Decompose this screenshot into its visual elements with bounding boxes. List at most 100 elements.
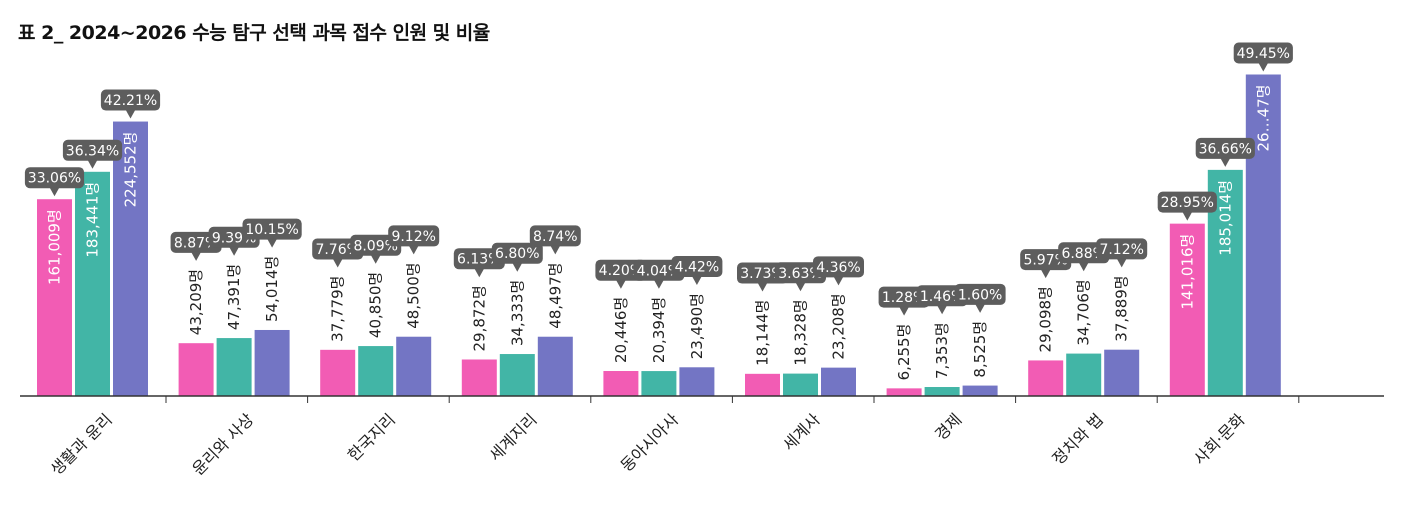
percent-bubble-pointer	[795, 282, 806, 292]
x-tick-label: 세계지리	[486, 410, 541, 465]
percent-bubble	[242, 218, 302, 240]
percent-bubble	[491, 242, 543, 264]
data-label: 20,394명	[650, 297, 668, 363]
percent-label: 6.88%	[1061, 246, 1105, 262]
bar	[499, 354, 535, 396]
data-label: 40,850명	[367, 272, 385, 338]
percent-bubble-pointer	[937, 305, 948, 315]
bar	[783, 373, 818, 396]
bar	[1066, 353, 1102, 396]
bar	[603, 371, 639, 396]
bar	[679, 367, 715, 396]
x-tick-label: 윤리와 사상	[188, 410, 257, 479]
bar	[37, 199, 72, 396]
data-label: 161,009명	[46, 209, 64, 285]
bars-layer	[37, 74, 1281, 397]
percent-bubble	[1233, 42, 1293, 64]
percent-bubble-pointer	[691, 275, 702, 285]
data-label: 18,328명	[792, 299, 810, 365]
percent-label: 7.76%	[315, 242, 359, 258]
bar	[886, 388, 922, 396]
percent-bubble-pointer	[550, 245, 561, 255]
x-tick-label: 경제	[931, 410, 965, 444]
bar	[178, 343, 214, 396]
percent-bubble-pointer	[757, 282, 768, 292]
data-label: 37,779명	[329, 276, 347, 342]
bar	[113, 121, 148, 397]
percent-label: 10.15%	[245, 222, 298, 238]
percent-label: 49.45%	[1237, 46, 1290, 62]
percent-label: 6.80%	[495, 246, 539, 262]
value-labels-layer: 161,009명 183,441명 224,552명 43,209명 47,391명 54…	[46, 84, 1273, 380]
percent-label: 8.09%	[353, 238, 397, 254]
percent-label: 7.12%	[1099, 242, 1143, 258]
percent-bubble-pointer	[87, 159, 98, 169]
percent-label: 4.42%	[675, 259, 719, 275]
data-label: 20,446명	[612, 297, 630, 363]
percent-bubble	[813, 256, 864, 278]
percent-label: 1.46%	[920, 289, 964, 305]
bar	[320, 349, 356, 396]
data-label: 34,333명	[508, 280, 526, 346]
bar	[537, 336, 573, 396]
percent-bubble-pointer	[975, 303, 986, 313]
x-tick-label: 사회·문화	[1190, 410, 1249, 469]
percent-bubble-pointer	[653, 279, 664, 289]
data-label: 47,391명	[225, 264, 243, 330]
percent-bubble	[24, 167, 85, 189]
bar	[358, 346, 394, 396]
bar	[821, 367, 856, 396]
bar	[1169, 223, 1205, 396]
percent-bubble-pointer	[1220, 157, 1231, 167]
percent-bubble-pointer	[1116, 258, 1127, 268]
percent-label: 3.63%	[778, 266, 822, 282]
bar	[216, 338, 252, 396]
percent-bubble-pointer	[899, 306, 910, 316]
data-label: 185,014명	[1216, 180, 1234, 256]
percent-bubble	[388, 225, 440, 247]
percent-label: 4.36%	[816, 260, 860, 276]
data-label: 7,353명	[933, 322, 951, 379]
percent-bubble-pointer	[1040, 269, 1051, 279]
percent-bubble	[1157, 191, 1217, 213]
percent-bubble	[62, 139, 123, 161]
percent-bubble-pointer	[833, 276, 844, 286]
percent-label: 9.12%	[391, 229, 435, 245]
page-title: 표 2_ 2024~2026 수능 탐구 선택 과목 접수 인원 및 비율	[18, 22, 490, 44]
percent-bubble	[1096, 238, 1148, 260]
percent-label: 5.97%	[1023, 253, 1067, 269]
bar	[924, 387, 960, 396]
percent-label: 3.73%	[740, 266, 784, 282]
percent-label: 8.74%	[533, 229, 577, 245]
percent-bubble-pointer	[229, 246, 240, 256]
bar	[254, 329, 290, 396]
percent-bubble-pointer	[1182, 211, 1193, 221]
bar	[962, 385, 998, 396]
percent-label: 28.95%	[1161, 195, 1214, 211]
bar	[1245, 74, 1281, 396]
bar	[641, 371, 677, 396]
percent-bubble-pointer	[408, 245, 419, 255]
percent-bubble-pointer	[1078, 262, 1089, 272]
data-label: 141,016명	[1178, 234, 1196, 310]
percent-bubble-pointer	[474, 268, 485, 278]
percent-label: 1.28%	[882, 290, 926, 306]
data-label: 23,208명	[830, 293, 848, 359]
bar	[461, 359, 497, 396]
x-tick-label: 정치와 법	[1048, 410, 1107, 469]
data-label: 224,552명	[122, 132, 140, 208]
percent-labels-layer: 33.06%36.34%42.21%8.87%9.39%10.15%7.76%8…	[24, 42, 1293, 316]
data-label: 48,500명	[405, 262, 423, 328]
bar	[1028, 360, 1064, 396]
data-label: 8,525명	[971, 321, 989, 378]
percent-bubble-pointer	[512, 262, 523, 272]
percent-label: 4.04%	[637, 263, 681, 279]
percent-label: 36.34%	[66, 143, 119, 159]
percent-label: 6.13%	[457, 252, 501, 268]
percent-bubble	[671, 255, 723, 277]
x-tick-label: 동아시아사	[617, 410, 683, 476]
percent-label: 42.21%	[104, 93, 157, 109]
percent-label: 33.06%	[28, 171, 81, 187]
data-label: 43,209명	[187, 269, 205, 335]
data-label: 34,706명	[1075, 279, 1093, 345]
